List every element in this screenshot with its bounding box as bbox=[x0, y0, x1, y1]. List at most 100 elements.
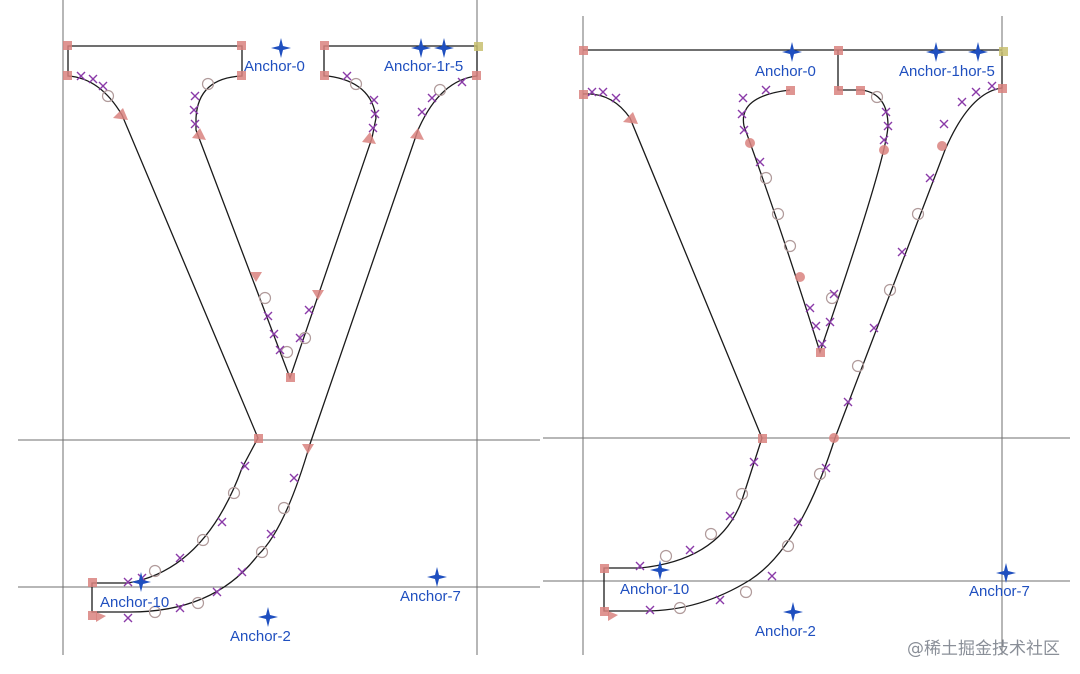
node bbox=[63, 41, 72, 50]
anchor-label: Anchor-1r-5 bbox=[384, 58, 463, 75]
handle bbox=[191, 596, 205, 610]
cross bbox=[843, 397, 853, 407]
anchor-star-icon bbox=[427, 567, 447, 587]
right-nodes bbox=[579, 46, 1008, 621]
right-crosses bbox=[587, 81, 997, 615]
node-triangle bbox=[410, 128, 424, 140]
cross bbox=[737, 109, 747, 119]
cross bbox=[725, 511, 735, 521]
node-triangle bbox=[623, 112, 638, 124]
node bbox=[758, 434, 767, 443]
cross bbox=[190, 119, 200, 129]
cross bbox=[611, 93, 621, 103]
node-corner bbox=[474, 42, 483, 51]
cross bbox=[957, 97, 967, 107]
anchor-label: Anchor-1hor-5 bbox=[899, 63, 995, 80]
cross bbox=[645, 605, 655, 615]
cross bbox=[879, 135, 889, 145]
node-corner bbox=[999, 47, 1008, 56]
cross bbox=[370, 109, 380, 119]
cross bbox=[123, 613, 133, 623]
cross bbox=[266, 529, 276, 539]
left-guides bbox=[18, 0, 540, 655]
anchor-star-icon bbox=[434, 38, 454, 58]
right-anchors bbox=[650, 42, 1016, 622]
cross bbox=[821, 463, 831, 473]
anchor-label: Anchor-7 bbox=[400, 588, 461, 605]
handle bbox=[735, 487, 749, 501]
handle bbox=[783, 239, 797, 253]
anchor-label: Anchor-7 bbox=[969, 583, 1030, 600]
node-triangle bbox=[192, 128, 206, 140]
cross bbox=[76, 71, 86, 81]
node bbox=[320, 71, 329, 80]
handle bbox=[148, 605, 162, 619]
anchor-star-icon bbox=[650, 560, 670, 580]
left-nodes bbox=[63, 41, 483, 622]
handle bbox=[255, 545, 269, 559]
cross bbox=[237, 567, 247, 577]
cross bbox=[817, 339, 827, 349]
node-triangle bbox=[362, 132, 376, 144]
handle bbox=[433, 83, 447, 97]
cross bbox=[427, 93, 437, 103]
handle bbox=[280, 345, 294, 359]
anchor-label: Anchor-2 bbox=[755, 623, 816, 640]
cross bbox=[304, 305, 314, 315]
handle bbox=[227, 486, 241, 500]
anchor-star-icon bbox=[131, 572, 151, 592]
cross bbox=[342, 71, 352, 81]
cross bbox=[971, 87, 981, 97]
node bbox=[254, 434, 263, 443]
cross bbox=[295, 333, 305, 343]
cross bbox=[738, 93, 748, 103]
node bbox=[834, 86, 843, 95]
node bbox=[579, 46, 588, 55]
handle bbox=[781, 539, 795, 553]
node bbox=[88, 611, 97, 620]
handle bbox=[277, 501, 291, 515]
handle bbox=[148, 564, 162, 578]
cross bbox=[240, 461, 250, 471]
cross bbox=[417, 107, 427, 117]
cross bbox=[269, 329, 279, 339]
cross bbox=[369, 95, 379, 105]
anchor-star-icon bbox=[258, 607, 278, 627]
handle bbox=[851, 359, 865, 373]
node bbox=[472, 71, 481, 80]
handle bbox=[825, 291, 839, 305]
node bbox=[834, 46, 843, 55]
node bbox=[579, 90, 588, 99]
handle bbox=[673, 601, 687, 615]
anchor-star-icon bbox=[411, 38, 431, 58]
cross bbox=[289, 473, 299, 483]
cross bbox=[805, 303, 815, 313]
handle bbox=[704, 527, 718, 541]
node bbox=[816, 348, 825, 357]
handle bbox=[196, 533, 210, 547]
handle bbox=[883, 283, 897, 297]
node-round bbox=[937, 141, 947, 151]
anchor-star-icon bbox=[783, 602, 803, 622]
right-panel: Anchor-0 Anchor-1hor-5 Anchor-10 Anchor-… bbox=[543, 16, 1070, 655]
cross bbox=[685, 545, 695, 555]
handle bbox=[101, 89, 115, 103]
cross bbox=[939, 119, 949, 129]
node bbox=[88, 578, 97, 587]
cross bbox=[883, 121, 893, 131]
cross bbox=[715, 595, 725, 605]
cross bbox=[175, 553, 185, 563]
node bbox=[237, 41, 246, 50]
cross bbox=[212, 587, 222, 597]
left-panel: Anchor-0 Anchor-1r-5 Anchor-10 Anchor-7 … bbox=[18, 0, 540, 655]
cross bbox=[829, 289, 839, 299]
node bbox=[286, 373, 295, 382]
cross bbox=[189, 105, 199, 115]
anchor-label: Anchor-10 bbox=[620, 581, 689, 598]
node-round bbox=[745, 138, 755, 148]
node-round bbox=[879, 145, 889, 155]
cross bbox=[190, 91, 200, 101]
left-anchors bbox=[131, 38, 454, 627]
cross bbox=[98, 81, 108, 91]
cross bbox=[793, 517, 803, 527]
